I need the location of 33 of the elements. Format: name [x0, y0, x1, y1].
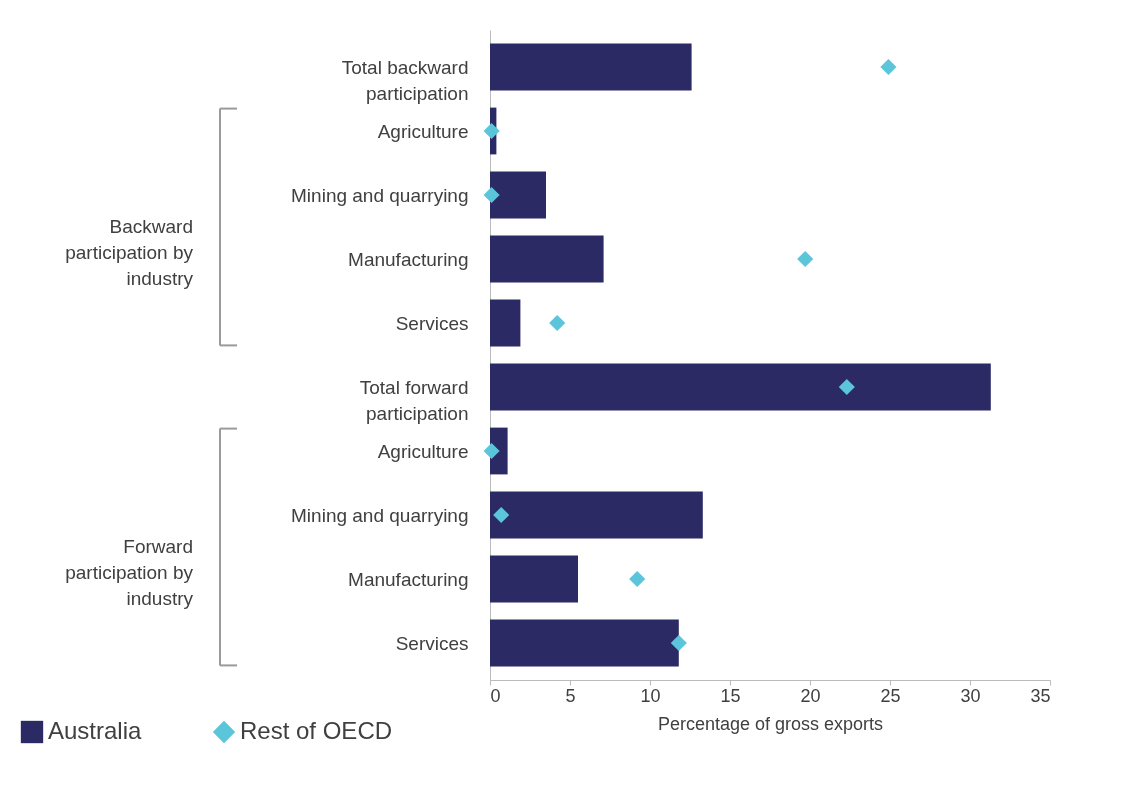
y-tick-label: Agriculture — [377, 440, 469, 462]
point — [797, 250, 814, 268]
x-tick-label: 15 — [720, 685, 741, 706]
x-axis-title: Percentage of gross exports — [657, 713, 884, 734]
point — [629, 570, 646, 588]
point — [838, 378, 855, 396]
y-tick-label: Total forward participation — [359, 376, 469, 424]
y-tick-label: Services — [395, 632, 469, 654]
y-tick-label: Mining and quarrying — [291, 184, 469, 206]
point — [483, 186, 500, 204]
point — [493, 506, 510, 524]
x-tick-label: 10 — [640, 685, 661, 706]
point — [549, 314, 566, 332]
y-tick-label: Mining and quarrying — [291, 504, 469, 526]
x-tick-label: 25 — [880, 685, 901, 706]
point — [880, 58, 897, 76]
y-tick-label: Total backward participation — [341, 56, 469, 104]
y-tick-label: Manufacturing — [348, 248, 469, 270]
x-tick-label: 0 — [490, 685, 501, 706]
text: Backward participation by industry — [65, 216, 194, 289]
x-tick-label: 20 — [800, 685, 821, 706]
point — [483, 122, 500, 140]
text: Forward participation by industry — [65, 536, 194, 609]
legend-label: Australia — [48, 717, 143, 744]
x-tick-label: 35 — [1030, 685, 1051, 706]
y-tick-label: Services — [395, 312, 469, 334]
x-tick-label: 30 — [960, 685, 981, 706]
legend-label: Rest of OECD — [240, 717, 393, 744]
y-tick-label: Agriculture — [377, 120, 469, 142]
y-tick-label: Manufacturing — [348, 568, 469, 590]
x-tick-label: 5 — [565, 685, 576, 706]
point — [483, 442, 500, 460]
point — [670, 634, 687, 652]
